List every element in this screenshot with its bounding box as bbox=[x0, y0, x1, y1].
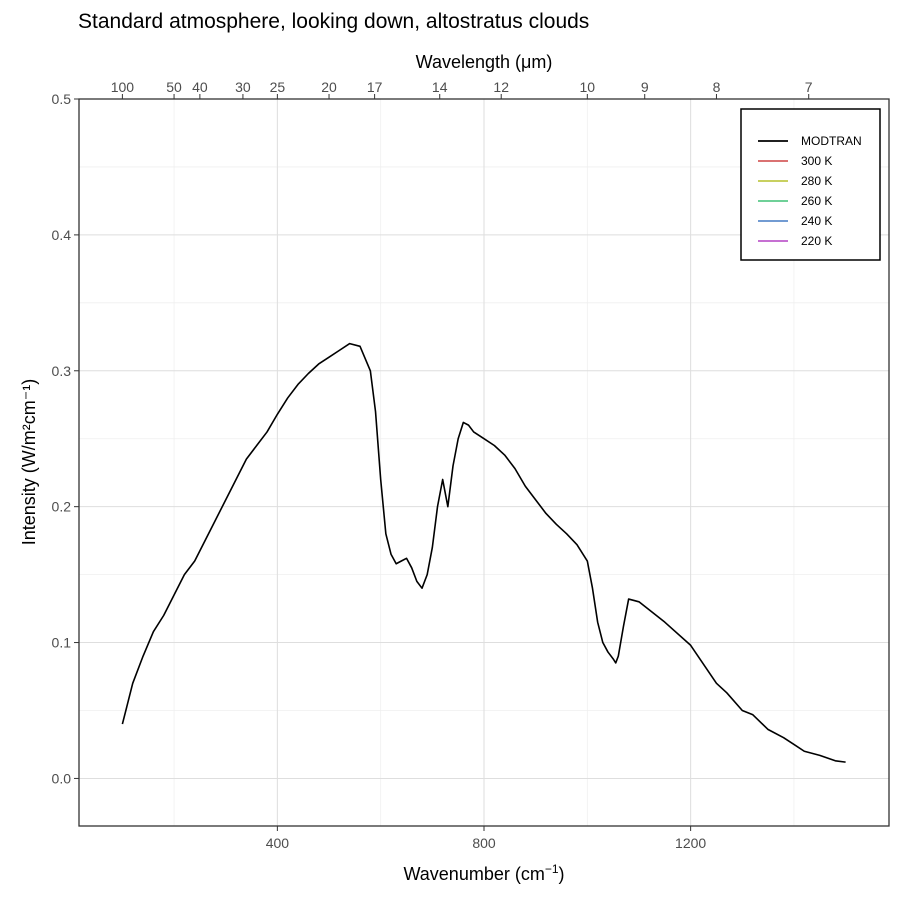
y-axis-label: Intensity (W/m²cm⁻¹) bbox=[19, 379, 39, 546]
top-axis-label: Wavelength (μm) bbox=[416, 52, 553, 72]
legend-label: 260 K bbox=[801, 194, 832, 208]
legend-label: 240 K bbox=[801, 214, 832, 228]
y-tick-label: 0.2 bbox=[52, 499, 72, 515]
top-tick-label: 40 bbox=[192, 79, 208, 95]
top-tick-label: 8 bbox=[713, 79, 721, 95]
top-tick-label: 100 bbox=[111, 79, 135, 95]
legend-box bbox=[740, 108, 881, 261]
modtran-series bbox=[121, 342, 846, 763]
top-tick-label: 17 bbox=[367, 79, 383, 95]
x-tick-label: 400 bbox=[266, 835, 290, 851]
x-tick-label: 1200 bbox=[675, 835, 706, 851]
y-tick-label: 0.1 bbox=[52, 635, 72, 651]
top-tick-label: 12 bbox=[493, 79, 509, 95]
legend-label: MODTRAN bbox=[801, 134, 862, 148]
top-tick-label: 10 bbox=[580, 79, 596, 95]
chart-title: Standard atmosphere, looking down, altos… bbox=[78, 10, 589, 33]
axes: 400 800 1200 0.0 0.1 0.2 0.3 0.4 0.5 100 50 40 30 25 2… bbox=[52, 79, 813, 851]
top-tick-label: 30 bbox=[235, 79, 251, 95]
legend-label: 220 K bbox=[801, 234, 832, 248]
top-tick-label: 50 bbox=[166, 79, 182, 95]
top-tick-label: 25 bbox=[270, 79, 286, 95]
y-tick-label: 0.3 bbox=[52, 363, 72, 379]
y-tick-label: 0.0 bbox=[52, 770, 72, 786]
legend: MODTRAN 300 K 280 K 260 K 240 K 220 K bbox=[740, 108, 881, 261]
x-tick-label: 800 bbox=[472, 835, 496, 851]
y-tick-label: 0.5 bbox=[52, 91, 72, 107]
top-tick-label: 7 bbox=[805, 79, 813, 95]
top-tick-label: 20 bbox=[321, 79, 337, 95]
x-axis-label: Wavenumber (cm−1) bbox=[403, 862, 564, 884]
top-tick-label: 9 bbox=[641, 79, 649, 95]
legend-label: 280 K bbox=[801, 174, 832, 188]
y-tick-label: 0.4 bbox=[52, 227, 72, 243]
curves bbox=[121, 342, 846, 763]
legend-label: 300 K bbox=[801, 154, 832, 168]
top-tick-label: 14 bbox=[432, 79, 448, 95]
